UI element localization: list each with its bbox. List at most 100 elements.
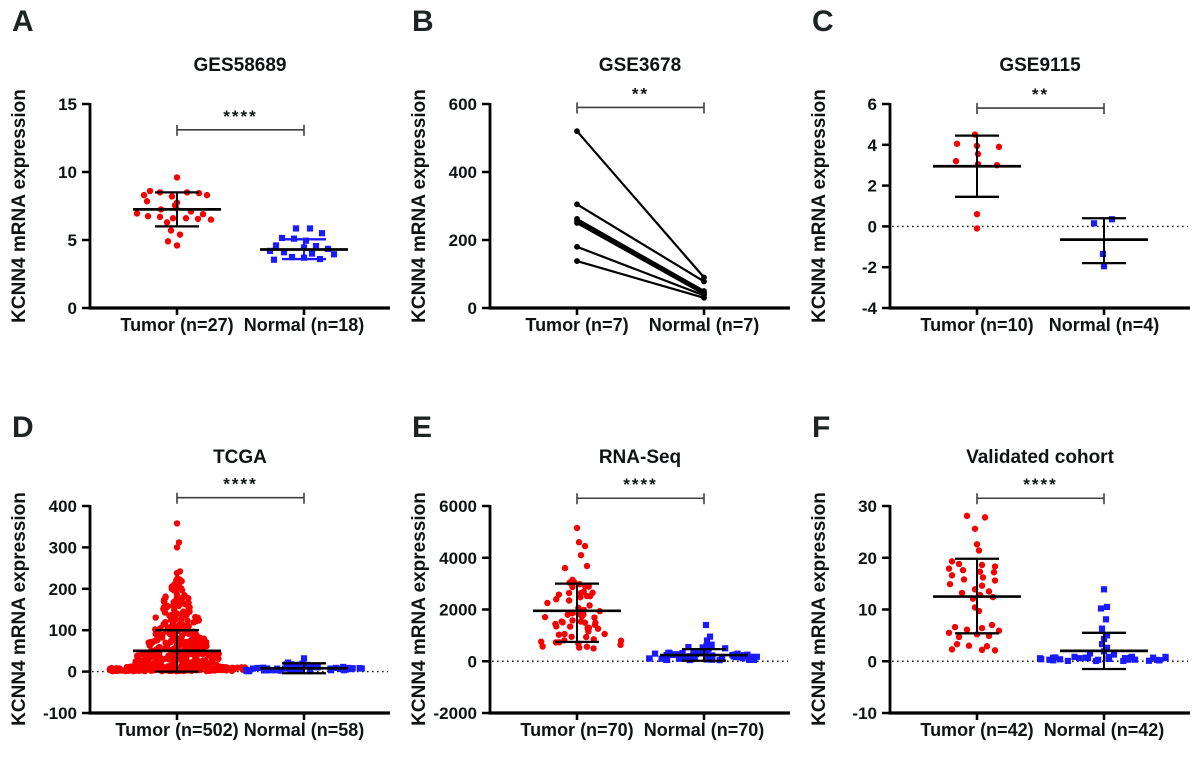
x-tick-label-tumor: Tumor (n=502) xyxy=(115,720,239,740)
data-point-tumor xyxy=(173,591,181,598)
data-point-normal xyxy=(1110,651,1118,658)
data-point-tumor xyxy=(203,191,211,199)
data-point-tumor xyxy=(958,589,966,597)
data-point-tumor xyxy=(574,128,580,135)
data-point-normal xyxy=(308,250,316,257)
data-point-normal xyxy=(685,644,692,651)
y-tick-label: 6000 xyxy=(439,497,477,516)
data-point-tumor xyxy=(170,598,178,606)
data-point-tumor xyxy=(146,642,153,649)
data-point-normal xyxy=(306,225,314,232)
data-point-tumor xyxy=(945,629,953,636)
y-tick-label: 10 xyxy=(58,163,77,182)
data-point-tumor xyxy=(173,520,181,527)
x-tick-label-tumor: Tumor (n=42) xyxy=(920,720,1034,740)
data-point-normal xyxy=(706,633,714,640)
y-tick-label: 400 xyxy=(49,497,77,516)
data-point-normal xyxy=(750,656,758,664)
data-point-tumor xyxy=(178,586,186,594)
y-tick-label: -10 xyxy=(852,704,877,723)
x-tick-label-tumor: Tumor (n=7) xyxy=(525,315,629,335)
data-point-tumor xyxy=(953,640,961,648)
data-point-tumor xyxy=(552,620,559,628)
data-point-tumor xyxy=(182,215,190,222)
data-point-tumor xyxy=(115,665,123,672)
data-point-tumor xyxy=(995,143,1003,151)
data-point-tumor xyxy=(976,568,984,575)
data-point-tumor xyxy=(140,191,148,199)
plot-area: 0 200 400 600 ** xyxy=(449,84,790,318)
data-point-tumor xyxy=(617,637,625,644)
data-point-tumor xyxy=(991,577,999,584)
data-point-tumor xyxy=(991,647,999,654)
data-point-normal xyxy=(312,243,320,250)
data-point-tumor xyxy=(223,667,230,674)
plot-area: -100 0 100 200 300 400 **** xyxy=(43,475,390,723)
pair-line xyxy=(576,130,705,279)
data-point-tumor xyxy=(170,583,177,591)
data-point-tumor xyxy=(146,187,154,195)
y-tick-label: -2 xyxy=(862,258,877,277)
y-tick-label: 15 xyxy=(58,95,77,114)
data-point-tumor xyxy=(965,642,973,649)
data-point-normal xyxy=(1086,650,1094,657)
y-tick-label: 4 xyxy=(868,136,878,155)
data-point-tumor xyxy=(983,643,991,650)
data-point-tumor xyxy=(955,560,963,568)
data-point-tumor xyxy=(573,524,581,532)
data-point-tumor xyxy=(568,633,575,640)
x-tick-label-tumor: Tumor (n=70) xyxy=(520,720,634,740)
data-point-normal xyxy=(330,251,338,258)
data-point-tumor xyxy=(583,592,591,600)
data-point-tumor xyxy=(575,539,583,546)
panel-letter: F xyxy=(812,411,831,444)
panel-title: RNA-Seq xyxy=(598,447,682,468)
data-point-tumor xyxy=(163,643,171,650)
data-point-normal xyxy=(651,650,659,657)
data-point-normal xyxy=(696,650,703,657)
data-point-tumor xyxy=(584,625,592,633)
data-point-tumor xyxy=(583,643,591,650)
y-tick-label: 200 xyxy=(49,580,77,599)
data-point-normal xyxy=(273,666,280,674)
pair-line xyxy=(576,222,705,296)
data-point-tumor xyxy=(175,581,182,588)
data-point-normal xyxy=(270,256,278,263)
data-point-tumor xyxy=(990,569,998,576)
data-point-tumor xyxy=(959,566,967,574)
data-point-tumor xyxy=(951,623,959,631)
data-point-tumor xyxy=(215,655,222,662)
data-point-tumor xyxy=(175,602,183,610)
panel-B: B GSE3678 KCNN4 mRNA expression Tumor (n… xyxy=(400,0,800,373)
data-point-tumor xyxy=(978,624,986,632)
data-point-normal xyxy=(1162,653,1169,660)
data-point-normal xyxy=(703,643,711,651)
data-point-normal xyxy=(747,653,755,660)
data-point-tumor xyxy=(561,630,568,638)
pair-line xyxy=(576,260,705,299)
data-point-normal xyxy=(288,253,296,261)
data-point-normal xyxy=(1145,657,1153,664)
data-point-tumor xyxy=(591,614,598,621)
significance-stars: **** xyxy=(623,475,657,494)
data-point-tumor xyxy=(162,618,169,626)
data-point-tumor xyxy=(574,243,580,250)
data-point-normal xyxy=(1105,653,1113,660)
data-point-normal xyxy=(1131,656,1139,663)
y-tick-label: 0 xyxy=(868,652,877,671)
data-point-tumor xyxy=(190,640,198,647)
data-point-tumor xyxy=(955,633,963,641)
data-point-normal xyxy=(691,649,698,656)
data-point-tumor xyxy=(574,258,580,264)
panel-title: GES58689 xyxy=(193,55,287,76)
pair-line xyxy=(576,203,705,283)
panel-title: TCGA xyxy=(213,447,267,468)
y-tick-label: 0 xyxy=(468,652,477,671)
data-point-tumor xyxy=(960,576,968,583)
data-point-tumor xyxy=(164,663,172,670)
data-point-normal xyxy=(663,656,670,663)
y-tick-label: 0 xyxy=(68,299,77,318)
data-point-tumor xyxy=(185,604,192,611)
y-tick-label: -100 xyxy=(43,704,77,723)
data-point-normal xyxy=(704,654,711,661)
